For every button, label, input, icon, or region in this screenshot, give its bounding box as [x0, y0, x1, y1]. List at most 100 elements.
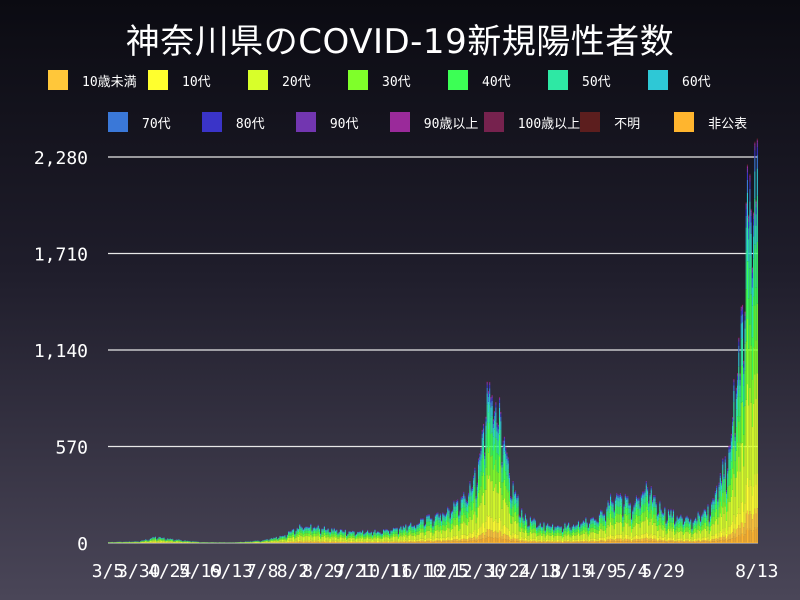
legend-item: 不明 [580, 112, 674, 132]
bar-segment [410, 539, 412, 542]
day-bar [299, 523, 301, 543]
bar-segment [332, 540, 334, 542]
bar-segment [445, 524, 448, 531]
bar-segment [485, 532, 487, 539]
bar-segment [327, 542, 329, 543]
bar-segment [489, 529, 491, 537]
bar-segment [323, 540, 325, 542]
bar-segment [401, 540, 403, 542]
bar-segment [397, 534, 399, 536]
day-bar [130, 541, 132, 543]
bar-segment [498, 530, 501, 538]
bar-segment [424, 541, 427, 543]
bar-segment [343, 538, 345, 542]
bar-segment [291, 537, 293, 541]
bar-segment [149, 539, 152, 541]
bar-segment [353, 540, 355, 542]
bar-segment [146, 540, 148, 541]
bar-segment [463, 534, 465, 539]
bar-segment [413, 526, 415, 528]
bar-segment [420, 519, 422, 521]
bar-segment [487, 412, 489, 430]
bar-segment [365, 541, 367, 543]
bar-segment [415, 531, 417, 534]
bar-segment [306, 533, 308, 537]
bar-segment [416, 541, 418, 543]
bar-segment [304, 540, 306, 542]
day-bar [167, 538, 169, 543]
legend-swatch [389, 112, 410, 132]
bar-segment [263, 541, 265, 542]
day-bar [253, 540, 255, 543]
day-bar [145, 539, 147, 543]
bar-segment [452, 537, 454, 541]
bar-segment [322, 530, 324, 533]
bar-segment [482, 538, 485, 543]
bar-segment [152, 540, 154, 542]
bar-segment [344, 534, 346, 538]
bar-segment [349, 534, 351, 536]
bar-segment [395, 528, 397, 530]
bar-segment [307, 542, 309, 543]
bar-segment [267, 540, 269, 541]
day-bar [157, 538, 159, 543]
bar-segment [416, 535, 418, 540]
day-bar [322, 528, 324, 543]
bar-segment [384, 530, 386, 532]
bar-segment [373, 533, 375, 535]
bar-segment [511, 497, 513, 499]
day-bar [285, 537, 287, 543]
bar-segment [487, 516, 489, 530]
bar-segment [362, 542, 364, 543]
bar-segment [326, 542, 328, 543]
bar-segment [432, 529, 434, 533]
bar-segment [431, 542, 433, 543]
bar-segment [420, 532, 422, 539]
bar-segment [373, 541, 375, 543]
bar-segment [434, 525, 436, 531]
day-bar [353, 530, 355, 543]
bar-segment [507, 458, 509, 461]
bar-segment [503, 451, 506, 464]
bar-segment [309, 529, 311, 531]
day-bar [248, 541, 250, 543]
bar-segment [494, 537, 496, 543]
bar-segment [450, 515, 452, 520]
bar-segment [426, 516, 428, 519]
bar-segment [316, 530, 318, 534]
bar-segment [417, 524, 419, 525]
bar-segment [510, 496, 512, 497]
bar-segment [448, 541, 450, 543]
day-bar [230, 542, 232, 543]
bar-segment [444, 541, 446, 543]
day-bar [394, 527, 396, 543]
bar-segment [489, 475, 491, 516]
bar-segment [276, 539, 279, 541]
bar-segment [400, 540, 402, 542]
day-bar [201, 542, 203, 543]
bar-segment [463, 495, 465, 499]
bar-segment [316, 533, 318, 537]
day-bar [175, 539, 177, 543]
bar-segment [481, 523, 483, 534]
bar-segment [296, 540, 298, 542]
bar-segment [280, 537, 282, 539]
bar-segment [143, 541, 145, 542]
bar-segment [506, 464, 508, 476]
day-bar [331, 527, 333, 543]
bar-segment [389, 534, 391, 536]
day-bar [199, 542, 201, 543]
bar-segment [500, 416, 502, 422]
bar-segment [153, 538, 155, 540]
bar-segment [301, 533, 303, 537]
bar-segment [363, 537, 365, 540]
bar-segment [399, 528, 401, 530]
bar-segment [147, 541, 149, 543]
day-bar [179, 539, 181, 543]
bar-segment [427, 540, 429, 542]
bar-segment [480, 502, 482, 527]
bar-segment [322, 536, 324, 541]
bar-segment [299, 541, 301, 543]
bar-segment [380, 534, 382, 535]
day-bar [503, 436, 506, 543]
